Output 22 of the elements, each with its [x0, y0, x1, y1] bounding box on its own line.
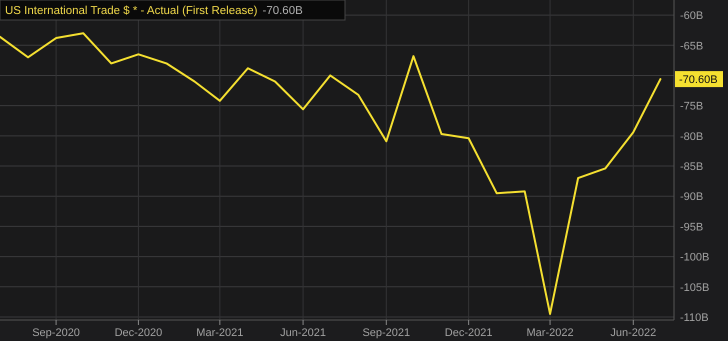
- x-tick-label: Mar-2021: [196, 327, 244, 339]
- annotation: -70.60B: [679, 74, 718, 86]
- y-tick-label: -85B: [680, 161, 704, 174]
- x-tick-label: Dec-2020: [114, 327, 162, 339]
- annotation: -70.60B: [262, 5, 304, 17]
- y-tick-label: -60B: [680, 10, 704, 22]
- y-tick-label: -105B: [680, 282, 710, 294]
- x-tick-label: Jun-2022: [610, 327, 656, 339]
- x-tick-label: Sep-2021: [362, 327, 410, 339]
- y-tick-label: -110B: [680, 312, 709, 324]
- y-tick-label: -65B: [680, 40, 704, 52]
- x-tick-label: Jun-2021: [280, 327, 326, 339]
- chart-title: US International Trade $ * - Actual (First Release): [5, 5, 258, 17]
- y-tick-label: -100B: [680, 252, 710, 264]
- y-tick-label: -80B: [680, 130, 704, 143]
- y-tick-label: -95B: [680, 221, 704, 234]
- y-tick-label: -90B: [680, 191, 704, 204]
- x-tick-label: Sep-2020: [32, 327, 80, 339]
- x-tick-label: Mar-2022: [526, 327, 574, 339]
- y-tick-label: -75B: [680, 100, 704, 113]
- line-series: [0, 32, 662, 315]
- x-tick-label: Dec-2021: [444, 327, 492, 339]
